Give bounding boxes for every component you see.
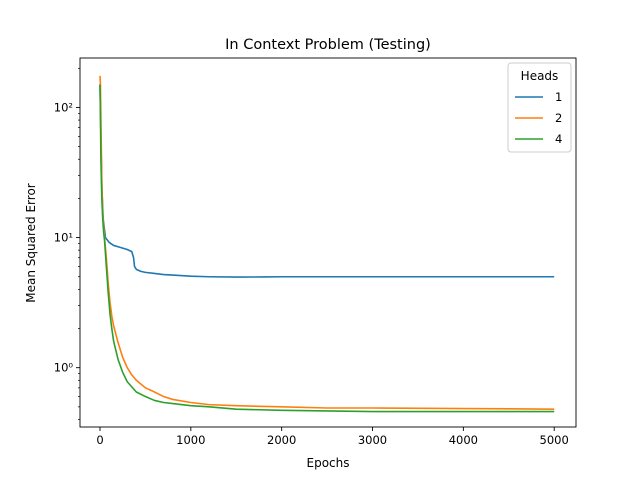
x-tick-label-0: 0 [96, 433, 103, 447]
legend-box [507, 62, 572, 153]
x-axis: 0 1000 2000 3000 4000 5000 [96, 427, 569, 447]
y-axis: 10⁰ 10¹ 10² [54, 67, 80, 420]
y-tick-label-100: 10² [54, 100, 73, 114]
series-line-4 [99, 84, 555, 413]
legend: Heads 1 2 4 [507, 62, 572, 153]
plot-lines [99, 75, 555, 413]
legend-label-4: 4 [555, 132, 562, 146]
x-tick-label-3000: 3000 [358, 433, 387, 447]
x-tick-label-2000: 2000 [267, 433, 296, 447]
legend-label-1: 1 [555, 90, 562, 104]
plot-frame [79, 57, 577, 428]
x-tick-label-5000: 5000 [540, 433, 569, 447]
y-tick-label-1: 10⁰ [54, 361, 74, 375]
legend-title: Heads [521, 69, 559, 83]
x-axis-label: Epochs [307, 456, 350, 470]
y-tick-label-10: 10¹ [54, 231, 73, 245]
x-tick-label-4000: 4000 [449, 433, 478, 447]
legend-label-2: 2 [555, 111, 562, 125]
chart-title: In Context Problem (Testing) [225, 37, 431, 53]
series-line-1 [99, 84, 555, 278]
y-axis-label: Mean Squared Error [24, 183, 38, 303]
x-tick-label-1000: 1000 [176, 433, 205, 447]
